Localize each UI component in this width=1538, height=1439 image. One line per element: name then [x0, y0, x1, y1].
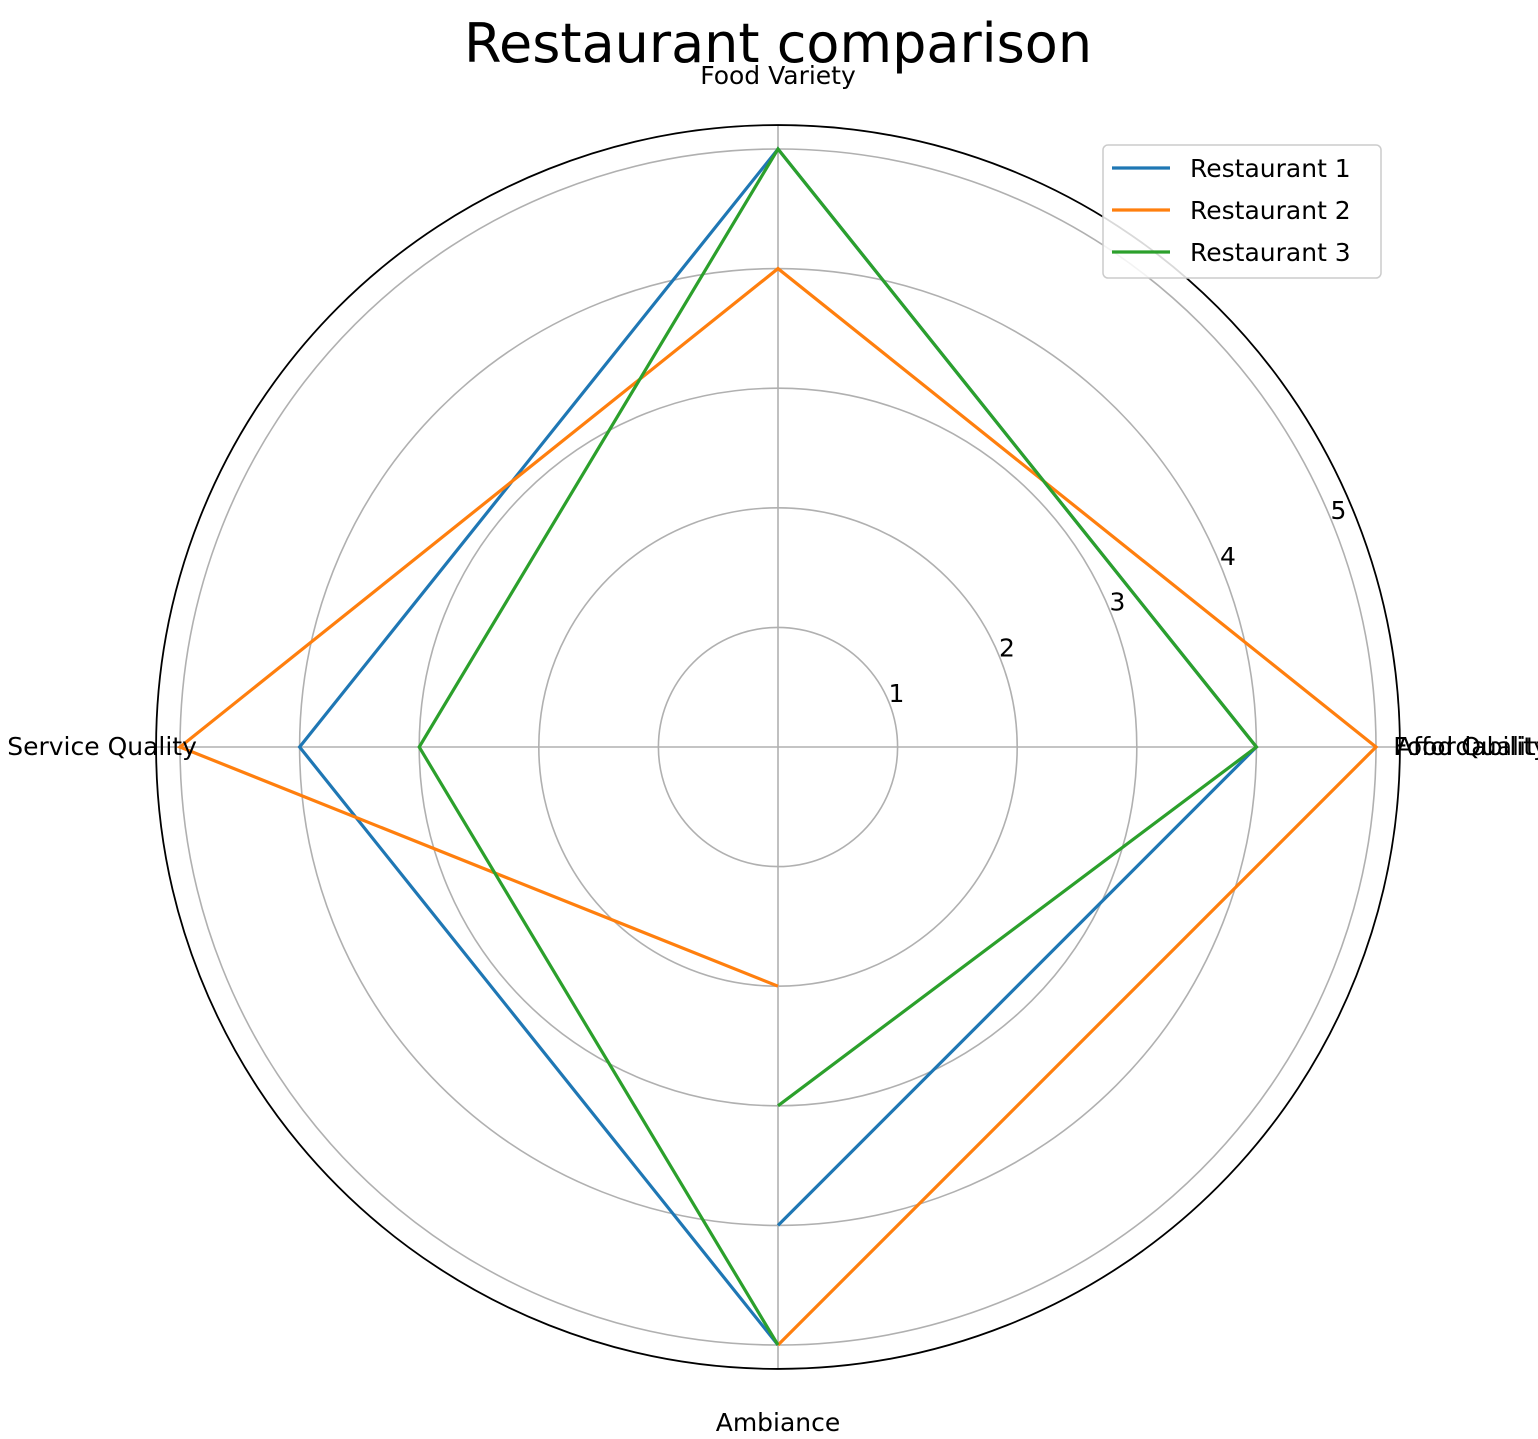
r-tick-label: 2 — [999, 633, 1015, 662]
legend-label-1: Restaurant 1 — [1190, 154, 1351, 183]
axis-label-affordability: Affordability — [1396, 732, 1538, 761]
radar-series — [176, 146, 1379, 1347]
axis-label-food-quality: Food Quality — [1393, 732, 1538, 761]
legend-box — [1102, 144, 1382, 279]
r-tick-label: 5 — [1331, 496, 1347, 525]
legend: Restaurant 1 Restaurant 2 Restaurant 3 — [1102, 144, 1382, 279]
r-tick-label: 3 — [1110, 588, 1126, 617]
series-line-3 — [417, 146, 1259, 1346]
axis-label-service-quality: Service Quality — [7, 732, 197, 761]
radar-axis-labels: Food Quality Food Variety Service Quality A… — [7, 61, 1538, 1437]
chart-title: Restaurant comparison — [464, 12, 1092, 75]
axis-label-ambiance: Ambiance — [716, 1408, 841, 1434]
r-tick-label: 1 — [889, 679, 905, 708]
legend-label-3: Restaurant 3 — [1190, 238, 1351, 267]
series-line-2 — [176, 266, 1379, 1347]
r-tick-label: 4 — [1220, 542, 1236, 571]
legend-label-2: Restaurant 2 — [1190, 196, 1351, 225]
outer-frame — [155, 124, 1401, 1370]
axis-label-food-variety: Food Variety — [700, 61, 856, 90]
radar-grid: 1 2 3 4 5 — [155, 124, 1401, 1370]
